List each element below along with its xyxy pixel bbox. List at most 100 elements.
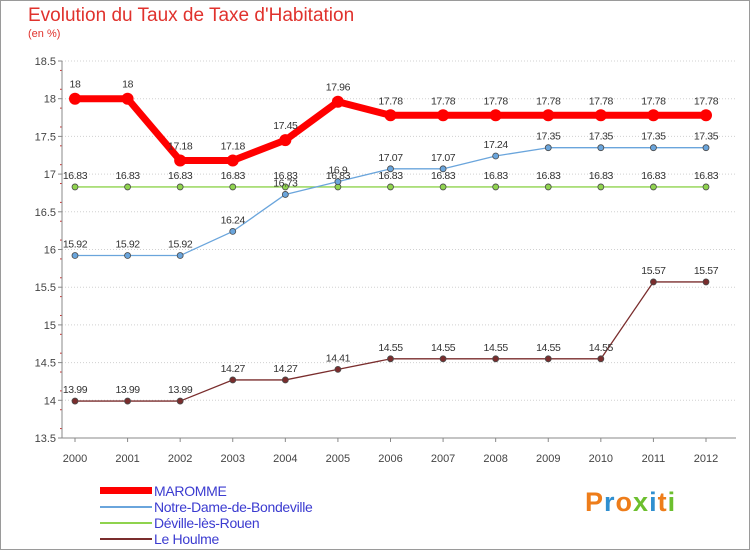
data-label-le-houlme: 14.55 xyxy=(431,342,456,354)
data-point-maromme xyxy=(700,109,712,122)
data-label-deville-les-rouen: 16.83 xyxy=(589,170,614,182)
x-tick-label: 2002 xyxy=(168,453,192,465)
x-tick-label: 2008 xyxy=(483,453,507,465)
data-label-notre-dame-de-bondeville: 17.07 xyxy=(378,152,403,164)
y-tick-label: 18.5 xyxy=(35,56,56,68)
data-label-maromme: 17.78 xyxy=(484,95,509,107)
data-label-notre-dame-de-bondeville: 16.73 xyxy=(273,177,298,189)
data-label-maromme: 18 xyxy=(122,79,133,91)
data-point-maromme xyxy=(594,109,607,122)
x-tick-label: 2012 xyxy=(694,453,718,465)
legend-swatch-notre-dame-de-bondeville xyxy=(100,506,152,508)
data-label-deville-les-rouen: 16.83 xyxy=(326,170,351,182)
y-tick-label: 14.5 xyxy=(35,358,56,370)
data-point-notre-dame-de-bondeville xyxy=(229,228,237,235)
data-point-le-houlme xyxy=(334,365,342,373)
data-point-maromme xyxy=(226,154,239,167)
data-point-notre-dame-de-bondeville xyxy=(124,252,131,259)
legend-swatch-deville-les-rouen xyxy=(100,522,152,524)
data-point-deville-les-rouen xyxy=(597,183,605,191)
logo-letter: o xyxy=(615,487,634,517)
data-label-le-houlme: 13.99 xyxy=(115,384,140,396)
data-label-notre-dame-de-bondeville: 15.92 xyxy=(63,239,88,251)
data-point-le-houlme xyxy=(492,355,500,363)
y-tick-label: 15 xyxy=(44,320,56,332)
logo-letter: i xyxy=(667,487,677,517)
data-point-deville-les-rouen xyxy=(650,183,657,191)
x-tick-label: 2003 xyxy=(221,453,245,465)
data-point-maromme xyxy=(331,95,344,108)
legend-swatch-maromme xyxy=(100,487,152,494)
legend-label-maromme: MAROMME xyxy=(154,483,227,499)
data-label-maromme: 17.78 xyxy=(694,95,719,107)
data-label-deville-les-rouen: 16.83 xyxy=(694,170,719,182)
data-point-notre-dame-de-bondeville xyxy=(176,252,184,259)
data-label-le-houlme: 14.55 xyxy=(536,342,561,354)
data-point-maromme xyxy=(279,134,292,147)
data-label-deville-les-rouen: 16.83 xyxy=(431,170,456,182)
data-label-deville-les-rouen: 16.83 xyxy=(115,170,140,182)
data-point-le-houlme xyxy=(387,355,394,363)
data-label-deville-les-rouen: 16.83 xyxy=(378,170,403,182)
data-label-le-houlme: 14.27 xyxy=(273,363,298,375)
data-label-le-houlme: 14.55 xyxy=(378,342,403,354)
data-point-le-houlme xyxy=(229,376,237,384)
x-tick-label: 2006 xyxy=(378,453,402,465)
data-point-maromme xyxy=(121,92,134,105)
data-point-le-houlme xyxy=(176,397,184,405)
data-point-maromme xyxy=(542,109,555,122)
logo-letter: P xyxy=(585,487,605,517)
data-point-maromme xyxy=(437,109,450,122)
data-point-deville-les-rouen xyxy=(492,183,500,191)
data-point-le-houlme xyxy=(544,355,552,363)
logo-letter: x xyxy=(633,487,650,517)
data-label-notre-dame-de-bondeville: 15.92 xyxy=(115,239,140,251)
x-tick-label: 2005 xyxy=(326,453,350,465)
data-point-notre-dame-de-bondeville xyxy=(702,144,710,152)
data-label-notre-dame-de-bondeville: 17.24 xyxy=(484,139,509,151)
data-label-deville-les-rouen: 16.83 xyxy=(273,170,298,182)
data-label-maromme: 17.78 xyxy=(536,95,561,107)
data-label-maromme: 17.18 xyxy=(221,141,246,153)
data-label-deville-les-rouen: 16.83 xyxy=(168,170,193,182)
data-point-notre-dame-de-bondeville xyxy=(387,165,394,173)
data-point-deville-les-rouen xyxy=(439,183,447,191)
proxiti-logo: Proxiti xyxy=(585,487,676,518)
data-label-maromme: 17.78 xyxy=(641,95,666,107)
data-label-le-houlme: 14.27 xyxy=(221,363,246,375)
line-chart: 13.5 14 14.5 15 15.5 16 16.5 17 17.5 18 18.5 2000 20… xyxy=(35,56,736,465)
data-label-deville-les-rouen: 16.83 xyxy=(484,170,509,182)
logo-letter: t xyxy=(657,487,668,517)
data-point-le-houlme xyxy=(439,355,447,363)
data-point-le-houlme xyxy=(281,376,289,384)
data-label-notre-dame-de-bondeville: 17.35 xyxy=(694,131,719,143)
data-point-notre-dame-de-bondeville xyxy=(650,144,657,152)
data-point-le-houlme xyxy=(597,355,605,363)
data-point-deville-les-rouen xyxy=(281,183,289,191)
data-point-le-houlme xyxy=(650,278,657,286)
data-label-le-houlme: 14.41 xyxy=(326,352,351,364)
legend-label-le-houlme: Le Houlme xyxy=(154,531,220,547)
y-tick-label: 17.5 xyxy=(35,131,56,143)
data-label-maromme: 17.78 xyxy=(589,95,614,107)
y-tick-label: 16.5 xyxy=(35,207,56,219)
data-label-le-houlme: 15.57 xyxy=(694,265,719,277)
data-point-notre-dame-de-bondeville xyxy=(544,144,552,152)
data-point-notre-dame-de-bondeville xyxy=(439,165,447,173)
data-point-maromme xyxy=(69,92,81,105)
data-point-maromme xyxy=(489,109,502,122)
legend-label-notre-dame-de-bondeville: Notre-Dame-de-Bondeville xyxy=(154,499,313,515)
data-point-maromme xyxy=(647,109,660,122)
data-point-deville-les-rouen xyxy=(176,183,184,191)
data-label-le-houlme: 13.99 xyxy=(63,384,88,396)
chart-subtitle: (en %) xyxy=(28,28,61,40)
y-tick-label: 18 xyxy=(44,94,56,106)
data-label-notre-dame-de-bondeville: 17.07 xyxy=(431,152,456,164)
data-point-le-houlme xyxy=(702,278,710,286)
y-tick-label: 14 xyxy=(44,395,56,407)
data-label-maromme: 17.78 xyxy=(431,95,456,107)
data-point-deville-les-rouen xyxy=(702,183,710,191)
chart-title: Evolution du Taux de Taxe d'Habitation xyxy=(28,5,355,26)
data-label-notre-dame-de-bondeville: 17.35 xyxy=(589,131,614,143)
logo-letter: r xyxy=(604,487,616,517)
